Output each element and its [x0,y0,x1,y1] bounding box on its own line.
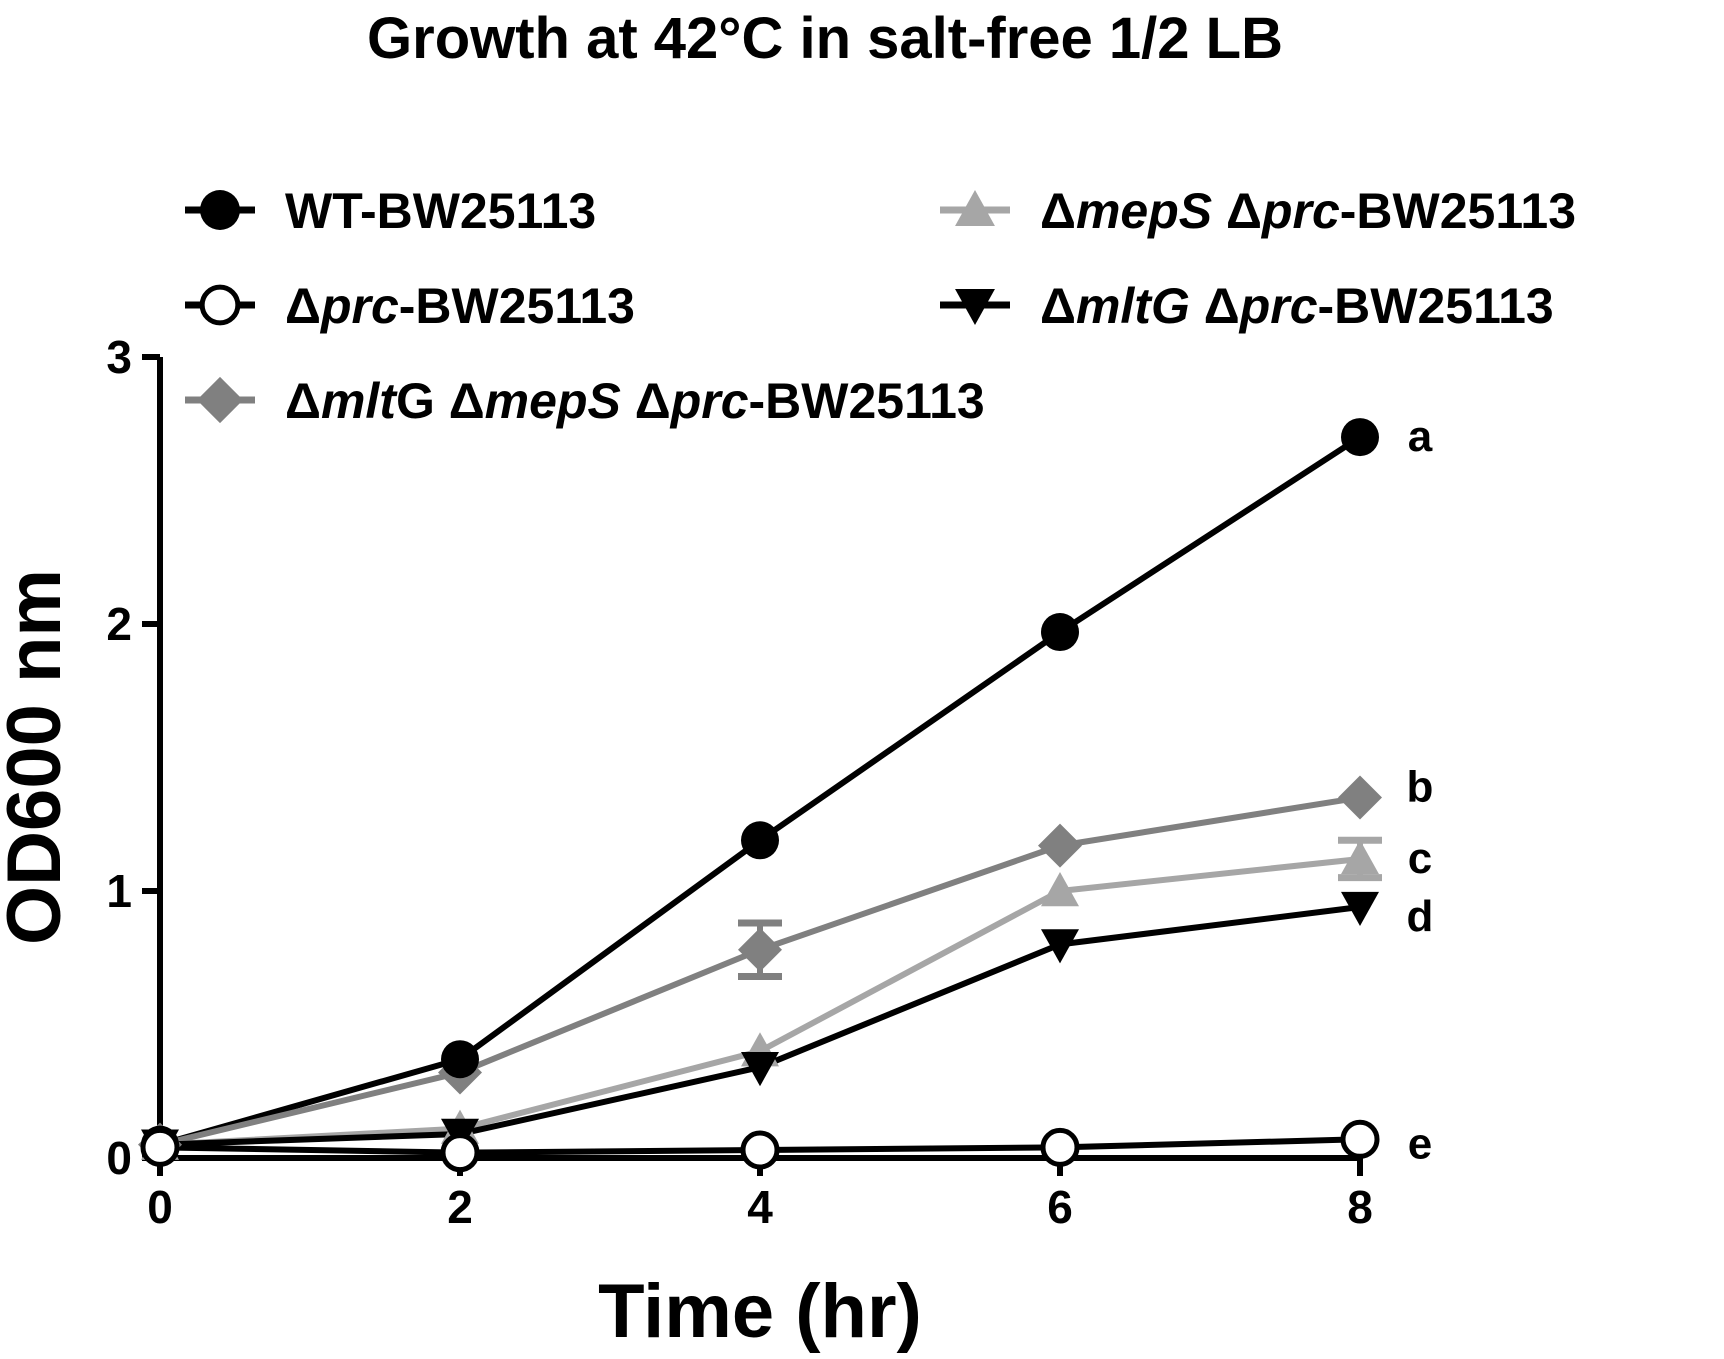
y-tick-label: 1 [106,865,132,917]
data-point-e [1040,1127,1080,1167]
legend-marker [196,376,244,424]
y-tick-label: 0 [106,1132,132,1184]
x-tick-label: 2 [447,1181,473,1233]
data-point-e [1340,1119,1380,1159]
x-tick-label: 8 [1347,1181,1373,1233]
legend-item-a: WT-BW25113 [185,183,596,239]
y-tick-label: 3 [106,331,132,383]
legend-label: WT-BW25113 [285,183,596,239]
data-point-b [1038,823,1082,868]
legend-marker [955,190,995,226]
y-axis-label: OD600 nm [0,569,77,945]
data-point-e [140,1127,180,1167]
legend-label: ΔmltG ΔmepS Δprc-BW25113 [285,373,985,429]
data-point-c [1041,872,1079,907]
axes: 0 2 4 6 8 0 1 2 3 [106,331,1372,1233]
data-point-d [741,1052,779,1087]
data-point-d [1341,891,1379,927]
legend-marker [200,190,240,230]
data-point-a [741,821,779,860]
data-point-d [1041,929,1079,964]
legend-label: ΔmepS Δprc-BW25113 [1040,183,1576,239]
group-label-e: e [1408,1119,1432,1168]
data-point-e [740,1130,780,1170]
x-tick-label: 0 [147,1181,173,1233]
legend-label: ΔmltG Δprc-BW25113 [1040,278,1554,334]
group-labels: a e bcd [1407,412,1434,1168]
legend-item-d: ΔmltG Δprc-BW25113 [940,278,1554,334]
legend-label: Δprc-BW25113 [285,278,635,334]
data-point-a [441,1040,479,1079]
group-label-d: d [1407,892,1434,941]
group-label-c: c [1408,834,1432,883]
legend-item-c: ΔmepS Δprc-BW25113 [940,183,1576,239]
data-point-c [1341,839,1379,875]
legend-marker [955,289,995,325]
legend-marker [199,284,241,326]
y-tick-label: 2 [106,598,132,650]
data-point-a [1341,418,1379,457]
group-label-b: b [1407,763,1434,812]
legend-item-e: Δprc-BW25113 [185,278,635,334]
chart-title: Growth at 42°C in salt-free 1/2 LB [367,6,1283,71]
series-markers [138,418,1382,1173]
data-point-e [440,1133,480,1173]
legend: WT-BW25113 Δprc-BW25113 ΔmltG ΔmepS Δprc-B… [185,183,1576,429]
data-point-b [1338,775,1382,820]
data-point-a [1041,613,1079,652]
data-point-b [738,927,782,972]
x-axis-label: Time (hr) [598,1269,922,1354]
legend-item-b: ΔmltG ΔmepS Δprc-BW25113 [185,373,985,429]
x-tick-label: 6 [1047,1181,1073,1233]
x-tick-label: 4 [747,1181,773,1233]
group-label-a: a [1408,412,1433,461]
